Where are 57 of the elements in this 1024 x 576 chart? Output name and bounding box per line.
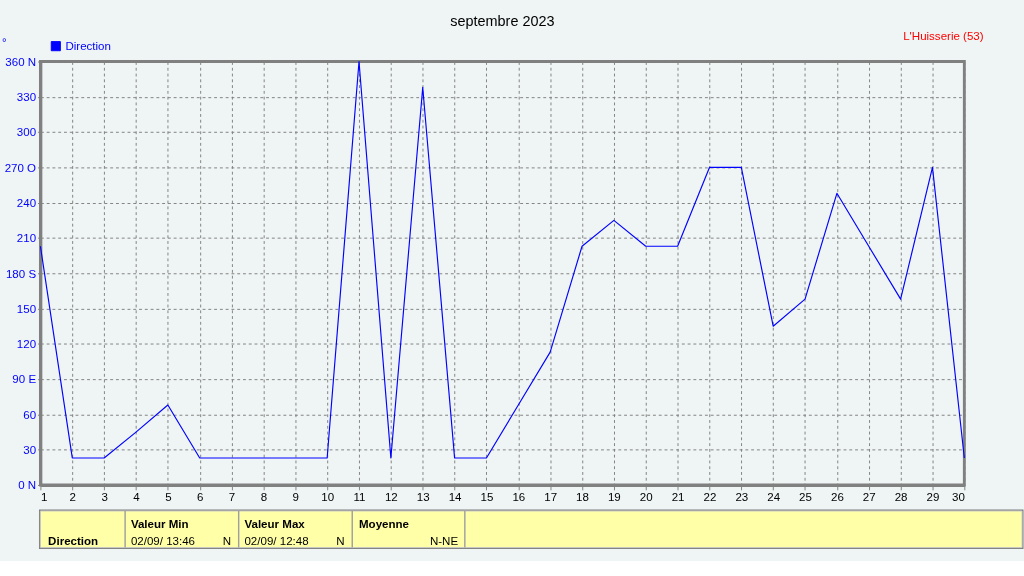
x-tick-label: 28 bbox=[894, 490, 908, 503]
x-tick-label: 29 bbox=[926, 490, 940, 503]
y-tick-label: 180 S bbox=[5, 267, 37, 280]
x-tick-label: 8 bbox=[260, 490, 268, 503]
text: N bbox=[336, 534, 345, 547]
x-tick-label: 19 bbox=[607, 490, 621, 503]
text: N-NE bbox=[429, 534, 459, 547]
text: Valeur Max bbox=[244, 518, 306, 531]
x-tick-label: 20 bbox=[639, 490, 653, 503]
x-tick-label: 25 bbox=[799, 490, 812, 503]
x-tick-label: 5 bbox=[165, 490, 172, 503]
x-tick-label: 11 bbox=[353, 490, 366, 503]
legend-label: Direction bbox=[65, 40, 111, 52]
x-tick-label: 17 bbox=[544, 490, 558, 503]
y-tick-label: 30 bbox=[23, 444, 37, 457]
x-tick-label: 10 bbox=[321, 490, 335, 503]
x-tick-label: 15 bbox=[480, 490, 494, 503]
text: Moyenne bbox=[358, 518, 410, 531]
x-tick-label: 16 bbox=[512, 490, 526, 503]
x-tick-label: 21 bbox=[671, 490, 685, 503]
x-tick-label: 6 bbox=[196, 490, 204, 503]
text: N bbox=[222, 534, 231, 547]
text: Valeur Min bbox=[130, 518, 189, 531]
y-tick-label: 0 N bbox=[18, 479, 37, 492]
x-tick-label: 14 bbox=[448, 490, 463, 503]
text: 02/09/ 13:46 bbox=[130, 534, 196, 547]
text: Direction bbox=[48, 534, 99, 547]
x-tick-label: 1 bbox=[40, 490, 48, 503]
text: 02/09/ 12:48 bbox=[244, 534, 309, 547]
x-tick-label: 3 bbox=[101, 490, 108, 503]
x-tick-label: 23 bbox=[735, 490, 749, 503]
x-tick-label: 4 bbox=[133, 490, 141, 503]
x-tick-label: 26 bbox=[830, 490, 844, 503]
x-tick-label: 7 bbox=[228, 490, 236, 503]
y-axis-title: ° bbox=[2, 35, 7, 48]
x-tick-label: 30 bbox=[951, 490, 965, 503]
x-tick-label: 13 bbox=[416, 490, 430, 503]
y-tick-label: 90 E bbox=[12, 373, 37, 386]
x-tick-label: 18 bbox=[576, 490, 589, 503]
y-tick-label: 120 bbox=[16, 338, 37, 351]
chart-title: septembre 2023 bbox=[450, 12, 555, 29]
x-tick-label: 2 bbox=[69, 490, 76, 503]
y-tick-label: 360 N bbox=[5, 55, 37, 68]
y-tick-label: 210 bbox=[16, 232, 37, 245]
y-tick-label: 240 bbox=[16, 197, 37, 210]
line-series bbox=[39, 60, 965, 459]
x-tick-label: 24 bbox=[767, 490, 781, 503]
x-tick-label: 12 bbox=[384, 490, 398, 503]
x-tick-label: 22 bbox=[703, 490, 717, 503]
y-tick-label: 330 bbox=[16, 91, 37, 104]
y-tick-label: 270 O bbox=[4, 161, 37, 174]
y-tick-label: 150 bbox=[16, 302, 37, 315]
x-tick-label: 9 bbox=[292, 490, 299, 503]
x-tick-label: 27 bbox=[862, 490, 876, 503]
y-tick-label: 60 bbox=[23, 408, 37, 421]
text: L'Huisserie (53) bbox=[903, 30, 984, 43]
y-tick-label: 300 bbox=[16, 126, 37, 139]
